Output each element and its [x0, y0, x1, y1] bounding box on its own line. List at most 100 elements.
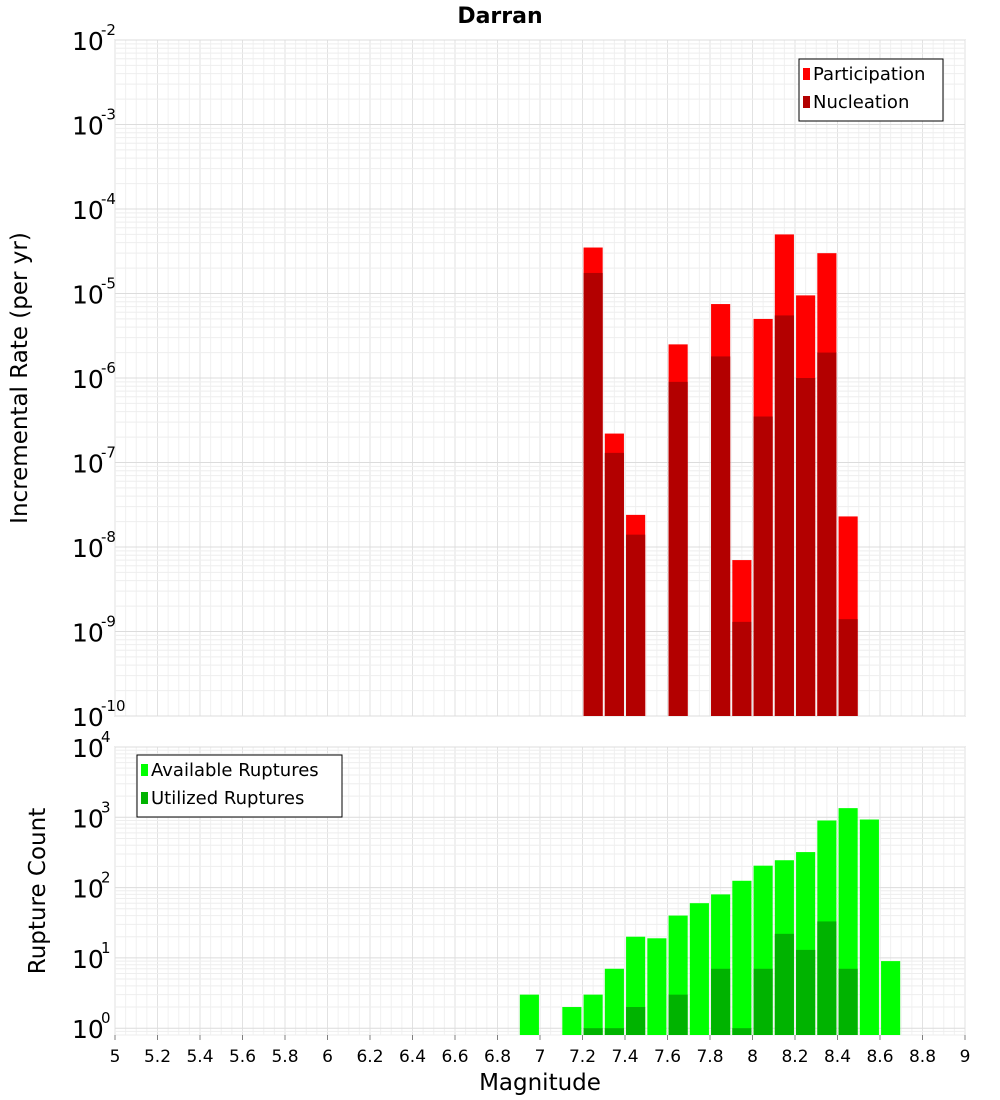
rate-y-tick-base: 10 [72, 27, 104, 56]
count-legend-swatch [141, 764, 148, 776]
rate-y-tick: 10-4 [72, 190, 116, 225]
rate-y-tick-exponent: -9 [101, 613, 116, 631]
rate-y-tick-exponent: -10 [101, 697, 126, 715]
rate-y-tick: 10-5 [72, 275, 116, 310]
rate-y-tick-exponent: -2 [101, 21, 116, 39]
count-bar-available-ruptures [562, 1007, 582, 1035]
count-bar-utilized-ruptures [732, 1028, 752, 1035]
count-bar-available-ruptures [519, 994, 539, 1035]
x-tick-label: 6.8 [484, 1047, 511, 1067]
rate-y-tick: 10-3 [72, 106, 116, 141]
count-y-tick-exponent: 4 [101, 728, 111, 746]
x-tick-label: 9 [960, 1047, 971, 1067]
count-y-tick-exponent: 0 [101, 1009, 111, 1027]
count-y-tick-base: 10 [72, 734, 104, 763]
rate-legend-label: Nucleation [813, 92, 909, 113]
count-bar-utilized-ruptures [604, 1028, 624, 1035]
rate-bar-nucleation [604, 452, 624, 716]
count-y-tick: 103 [72, 798, 111, 833]
x-tick-label: 6 [322, 1047, 333, 1067]
rate-y-tick: 10-8 [72, 528, 116, 563]
count-legend-label: Available Ruptures [151, 760, 319, 781]
rate-bar-nucleation [796, 378, 816, 716]
rate-y-tick-base: 10 [72, 619, 104, 648]
count-bar-utilized-ruptures [838, 968, 858, 1035]
count-bar-utilized-ruptures [753, 968, 773, 1035]
magnitude-x-ticks: 5 5.2 5.4 5.6 5.8 6 6.2 6.4 6.6 6.8 7 7.2 7.4 7.6 7.8 8… [110, 1035, 971, 1067]
count-y-tick-exponent: 1 [101, 939, 111, 957]
rate-legend: Participation Nucleation [798, 58, 944, 122]
count-y-tick-base: 10 [72, 945, 104, 974]
rate-bar-nucleation [626, 534, 646, 716]
count-bar-utilized-ruptures [583, 1028, 603, 1035]
rate-y-tick: 10-2 [72, 21, 116, 56]
rate-bar-nucleation [732, 621, 752, 716]
rate-bar-nucleation [711, 356, 731, 716]
count-y-axis-label: Rupture Count [25, 808, 51, 974]
rate-y-tick: 10-7 [72, 444, 116, 479]
x-tick-label: 7.8 [696, 1047, 723, 1067]
rate-y-tick-exponent: -7 [101, 444, 116, 462]
count-y-tick: 101 [72, 939, 111, 974]
rate-y-axis-label: Incremental Rate (per yr) [7, 232, 33, 524]
rate-bar-nucleation [668, 381, 688, 716]
rate-legend-swatch [803, 68, 810, 80]
rate-y-tick-exponent: -4 [101, 190, 116, 208]
x-tick-label: 5.2 [144, 1047, 171, 1067]
count-bars [519, 808, 901, 1035]
rate-bar-nucleation [838, 619, 858, 716]
count-bar-utilized-ruptures [774, 933, 794, 1035]
count-legend-label: Utilized Ruptures [151, 788, 304, 809]
count-bar-utilized-ruptures [796, 949, 816, 1035]
count-bar-available-ruptures [732, 880, 752, 1035]
x-tick-label: 5 [110, 1047, 121, 1067]
count-bar-utilized-ruptures [711, 968, 731, 1035]
count-legend-swatch [141, 792, 148, 804]
rate-bars [583, 234, 858, 717]
x-tick-label: 8 [747, 1047, 758, 1067]
rate-legend-label: Participation [813, 64, 925, 85]
x-tick-label: 8.8 [909, 1047, 936, 1067]
rate-y-tick: 10-6 [72, 359, 116, 394]
rate-y-tick-exponent: -5 [101, 275, 116, 293]
count-y-tick-exponent: 2 [101, 869, 111, 887]
chart-title: Darran [457, 4, 542, 29]
count-bar-utilized-ruptures [626, 1007, 646, 1035]
x-tick-label: 6.2 [356, 1047, 383, 1067]
rate-legend-swatch [803, 96, 810, 108]
count-y-tick-base: 10 [72, 1015, 104, 1044]
x-tick-label: 7.4 [611, 1047, 638, 1067]
count-y-tick: 102 [72, 869, 111, 904]
rate-bar-nucleation [774, 315, 794, 716]
count-y-tick: 100 [72, 1009, 111, 1044]
magnitude-x-axis-label: Magnitude [479, 1070, 601, 1096]
rate-y-tick-exponent: -6 [101, 359, 116, 377]
rate-bar-nucleation [753, 416, 773, 716]
count-y-tick: 104 [72, 728, 111, 763]
rate-bar-nucleation [583, 272, 603, 716]
rate-y-tick-base: 10 [72, 703, 104, 732]
rate-y-tick: 10-10 [72, 697, 126, 732]
x-tick-label: 8.4 [824, 1047, 851, 1067]
rate-y-tick-base: 10 [72, 534, 104, 563]
x-tick-label: 7.6 [654, 1047, 681, 1067]
count-bar-utilized-ruptures [668, 994, 688, 1035]
x-tick-label: 5.4 [186, 1047, 213, 1067]
x-tick-label: 5.8 [271, 1047, 298, 1067]
count-y-tick-exponent: 3 [101, 798, 111, 816]
count-y-tick-base: 10 [72, 804, 104, 833]
rate-grid [114, 39, 966, 717]
count-bar-available-ruptures [881, 961, 901, 1035]
rate-y-tick-exponent: -3 [101, 106, 116, 124]
count-legend: Available Ruptures Utilized Ruptures [136, 754, 343, 818]
rate-legend-box [798, 58, 944, 122]
x-tick-label: 7.2 [569, 1047, 596, 1067]
rate-bar-nucleation [817, 352, 837, 716]
rate-y-tick-base: 10 [72, 112, 104, 141]
rate-y-tick-base: 10 [72, 281, 104, 310]
count-y-tick-base: 10 [72, 875, 104, 904]
x-tick-label: 5.6 [229, 1047, 256, 1067]
